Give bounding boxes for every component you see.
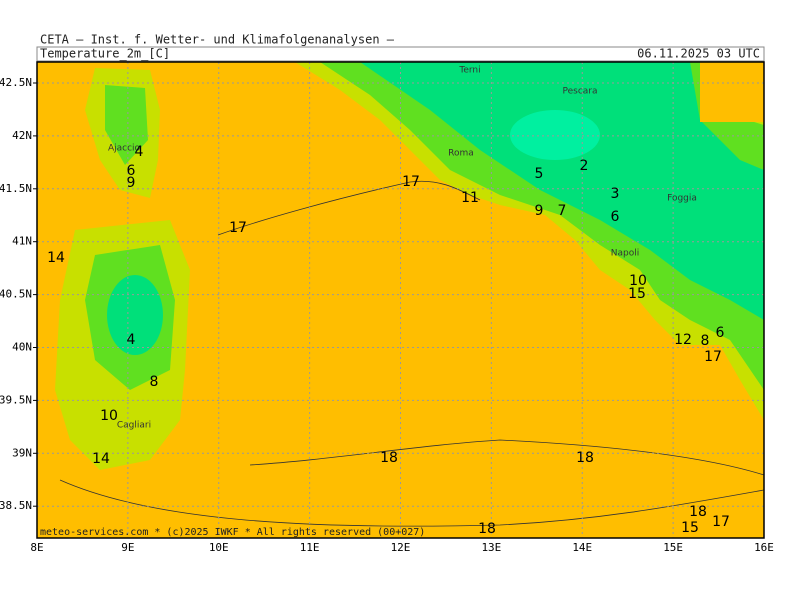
contour-label: 3	[611, 186, 620, 202]
contour-label: 10	[629, 273, 647, 289]
lat-label: 38.5N	[0, 499, 32, 512]
map-area	[37, 62, 764, 538]
apennine-core	[510, 110, 600, 160]
contour-label: 11	[461, 190, 479, 206]
contour-label: 17	[402, 174, 420, 190]
lat-label: 41N	[12, 235, 32, 248]
lon-label: 10E	[209, 541, 229, 554]
lat-label: 42.5N	[0, 76, 32, 89]
italy-highland	[360, 62, 764, 320]
city-label: Terni	[458, 66, 480, 76]
city-label: Foggia	[667, 194, 697, 204]
lon-label: 13E	[481, 541, 501, 554]
contour-label: 7	[558, 203, 567, 219]
contour-label: 18	[478, 521, 496, 537]
lat-label: 39.5N	[0, 393, 32, 406]
contour-label: 9	[127, 175, 136, 191]
contour-label: 10	[100, 408, 118, 424]
lon-label: 11E	[300, 541, 320, 554]
city-label: Roma	[448, 149, 474, 159]
contour-label: 8	[150, 374, 159, 390]
lon-label: 12E	[391, 541, 411, 554]
contour-label: 15	[681, 520, 699, 536]
contour-label: 17	[712, 514, 730, 530]
contour-label: 6	[127, 163, 136, 179]
lat-label: 41.5N	[0, 182, 32, 195]
city-label: Cagliari	[117, 421, 151, 431]
map-frame	[36, 61, 765, 539]
corsica-inner	[105, 85, 148, 165]
lat-label: 40.5N	[0, 288, 32, 301]
lon-label: 14E	[572, 541, 592, 554]
lon-label: 9E	[121, 541, 134, 554]
isotherm	[249, 439, 764, 476]
adriatic	[700, 62, 764, 122]
contour-label: 14	[92, 451, 110, 467]
contour-label: 18	[689, 504, 707, 520]
contour-label: 5	[535, 166, 544, 182]
city-label: Napoli	[611, 249, 639, 259]
header-title: CETA — Inst. f. Wetter- und Klimafolgena…	[40, 33, 395, 47]
lon-label: 15E	[663, 541, 683, 554]
contour-label: 6	[611, 209, 620, 225]
contour-label: 17	[229, 220, 247, 236]
valid-time: 06.11.2025 03 UTC	[637, 47, 760, 61]
contour-label: 6	[716, 325, 725, 341]
lat-label: 39N	[12, 446, 32, 459]
lon-label: 8E	[30, 541, 43, 554]
contour-label: 4	[127, 332, 136, 348]
lat-label: 42N	[12, 129, 32, 142]
footer: meteo-services.com * (c)2025 IWKF * All …	[40, 527, 425, 538]
contour-label: 12	[674, 332, 692, 348]
contour-label: 8	[701, 333, 710, 349]
contour-label: 18	[380, 450, 398, 466]
city-label: Pescara	[562, 87, 597, 97]
contour-label: 9	[535, 203, 544, 219]
lat-label: 40N	[12, 341, 32, 354]
contour-label: 17	[704, 349, 722, 365]
city-label: Ajaccio	[108, 144, 141, 154]
contour-label: 4	[135, 144, 144, 160]
contour-label: 18	[576, 450, 594, 466]
contour-label: 14	[47, 250, 65, 266]
contour-label: 2	[580, 158, 589, 174]
contour-label: 15	[628, 286, 646, 302]
header-bar	[36, 46, 765, 62]
lon-label: 16E	[754, 541, 774, 554]
variable-name: Temperature_2m_[C]	[40, 47, 170, 61]
